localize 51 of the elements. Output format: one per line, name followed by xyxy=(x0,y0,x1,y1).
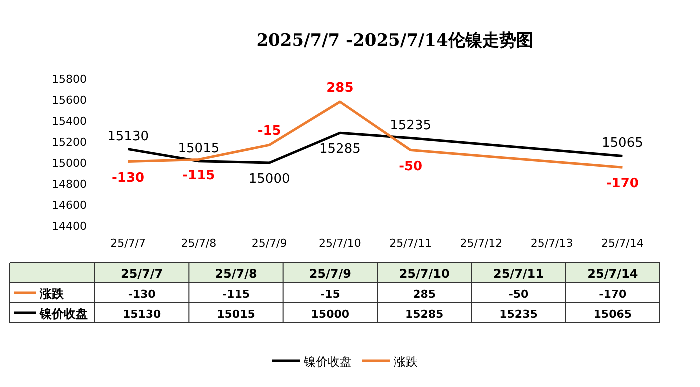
y-tick-label: 14600 xyxy=(52,199,87,212)
text: 15235 xyxy=(500,308,538,321)
data-label: 15015 xyxy=(178,141,220,156)
x-tick-label: 25/7/10 xyxy=(318,237,362,250)
text: 15000 xyxy=(311,308,350,321)
data-label: 15285 xyxy=(320,142,361,158)
y-tick-label: 14400 xyxy=(52,220,87,233)
category-label: 25/7/10 xyxy=(399,267,450,281)
y-tick-label: 15000 xyxy=(52,157,87,170)
text: 15065 xyxy=(594,308,632,321)
legend-label: 镍价收盘 xyxy=(39,307,88,321)
text: 285 xyxy=(413,288,436,301)
y-tick-label: 14800 xyxy=(52,178,87,191)
chart-title: 2025/7/7 -2025/7/14伦镍走势图 xyxy=(256,31,534,51)
category-label: 25/7/7 xyxy=(120,267,164,281)
y-tick-label: 15800 xyxy=(52,73,87,86)
text: -130 xyxy=(128,288,156,301)
text: -50 xyxy=(508,288,530,301)
x-tick-label: 25/7/14 xyxy=(601,237,644,250)
x-tick-label: 25/7/12 xyxy=(460,237,503,250)
x-tick-label: 25/7/9 xyxy=(252,237,288,250)
data-label: 15130 xyxy=(108,129,149,144)
y-tick-label: 15600 xyxy=(52,94,87,107)
x-tick-label: 25/7/8 xyxy=(181,237,217,250)
data-label: -50 xyxy=(399,159,423,174)
data-label: -15 xyxy=(258,124,282,140)
x-tick-label: 25/7/11 xyxy=(390,237,432,250)
text: -15 xyxy=(320,288,340,301)
category-label: 25/7/11 xyxy=(493,267,544,281)
category-label: 25/7/14 xyxy=(588,267,638,281)
text: 15130 xyxy=(122,308,162,321)
y-tick-label: 15200 xyxy=(52,136,87,149)
text: 涨跌 xyxy=(394,355,418,369)
text: 15015 xyxy=(217,308,256,321)
category-label: 25/7/9 xyxy=(309,267,352,281)
text: 镍价收盘 xyxy=(304,355,352,369)
legend-label: 涨跌 xyxy=(39,287,65,301)
data-label: 15065 xyxy=(602,136,644,152)
x-tick-label: 25/7/7 xyxy=(110,237,146,250)
text: -115 xyxy=(222,288,250,301)
data-label: -170 xyxy=(606,176,639,192)
text: 15285 xyxy=(405,308,444,321)
y-tick-label: 15400 xyxy=(52,115,87,128)
category-label: 25/7/8 xyxy=(215,267,258,281)
data-label: -115 xyxy=(182,168,216,184)
text: -170 xyxy=(599,288,628,301)
data-label: 15000 xyxy=(248,172,290,187)
x-tick-label: 25/7/13 xyxy=(530,237,574,250)
data-label: 285 xyxy=(326,80,354,96)
data-label: -130 xyxy=(112,170,145,186)
data-label: 15235 xyxy=(390,118,432,134)
